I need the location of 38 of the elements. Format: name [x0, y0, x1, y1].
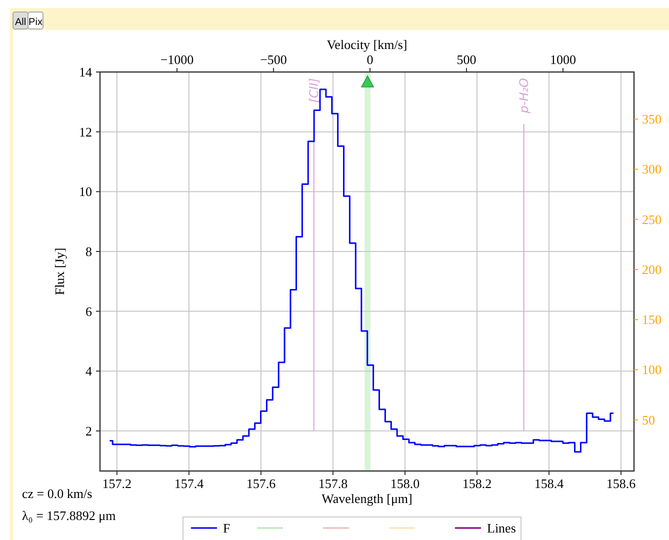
x-tick-label: 158.6 — [606, 476, 636, 491]
y2-tick-label: 100 — [642, 362, 662, 378]
y-tick-label: 10 — [79, 184, 92, 200]
y-axis-title: Flux [Jy] — [52, 248, 67, 296]
x-tick-label: 157.4 — [174, 476, 204, 491]
x-tick-label: 158.4 — [534, 476, 564, 491]
y2-tick-label: 50 — [642, 412, 655, 428]
x2-axis-title: Velocity [km/s] — [326, 37, 408, 52]
y-tick-label: 12 — [79, 124, 92, 140]
y-tick-label: 4 — [86, 364, 92, 379]
y2-tick-label: 250 — [642, 212, 662, 227]
tab: Pix — [28, 12, 44, 30]
x2-tick-label: −500 — [260, 52, 287, 67]
y2-tick-label: 300 — [642, 162, 662, 177]
x-tick-label: 157.8 — [318, 476, 348, 491]
x-axis-title: Wavelength [μm] — [322, 491, 412, 506]
y-tick-label: 14 — [79, 64, 92, 80]
legend-label: F — [223, 520, 230, 536]
y2-tick-label: 350 — [642, 112, 662, 127]
text: λ₀ = 157.8892 μm — [22, 508, 116, 523]
y-tick-label: 2 — [86, 423, 92, 438]
y-tick-label: 6 — [86, 304, 92, 319]
ref-line-label: [CII] — [306, 78, 321, 103]
x-tick-label: 157.2 — [102, 476, 132, 491]
x2-tick-label: 0 — [366, 52, 374, 67]
x2-tick-label: 1000 — [550, 52, 576, 67]
text: cz = 0.0 km/s — [22, 486, 92, 501]
x-tick-label: 158.2 — [462, 476, 492, 491]
x2-tick-label: 500 — [456, 52, 476, 67]
x2-tick-label: −1000 — [160, 52, 194, 67]
x-tick-label: 158.0 — [390, 476, 420, 491]
x-tick-label: 157.6 — [246, 476, 276, 491]
ref-line-label: p-H₂O — [516, 78, 531, 114]
legend-label: Lines — [487, 520, 516, 536]
y2-tick-label: 200 — [642, 262, 662, 277]
y-tick-label: 8 — [86, 244, 92, 259]
y2-tick-label: 150 — [642, 312, 662, 328]
tab: All — [12, 12, 28, 30]
